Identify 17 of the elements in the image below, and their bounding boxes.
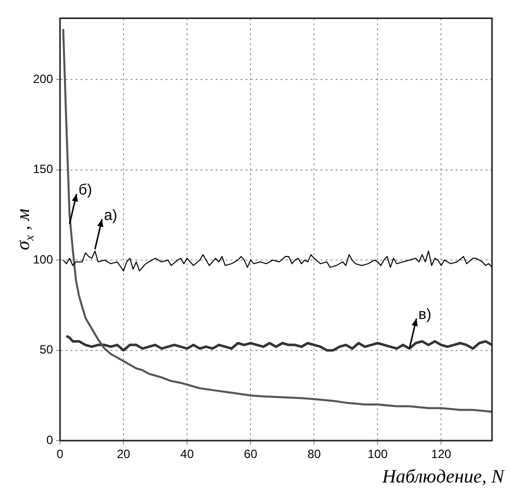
x-tick-label: 20: [116, 447, 131, 462]
y-tick-label: 100: [32, 252, 54, 266]
y-tick-label: 50: [40, 342, 54, 357]
x-axis-title: Наблюдение, N: [381, 466, 506, 488]
annotation: а): [104, 206, 118, 224]
y-tick-label: 200: [32, 72, 54, 86]
x-tick-label: 40: [180, 447, 194, 462]
y-tick-label: 150: [32, 162, 54, 176]
y-tick-label: 0: [46, 432, 54, 447]
annotation: в): [418, 306, 432, 324]
annotation: б): [78, 182, 92, 199]
x-tick-label: 120: [431, 447, 452, 462]
x-tick-label: 100: [368, 447, 388, 462]
y-axis-title: σx , м: [13, 208, 36, 250]
x-tick-label: 0: [56, 447, 64, 462]
x-tick-label: 80: [307, 447, 322, 462]
x-tick-label: 60: [244, 447, 258, 462]
